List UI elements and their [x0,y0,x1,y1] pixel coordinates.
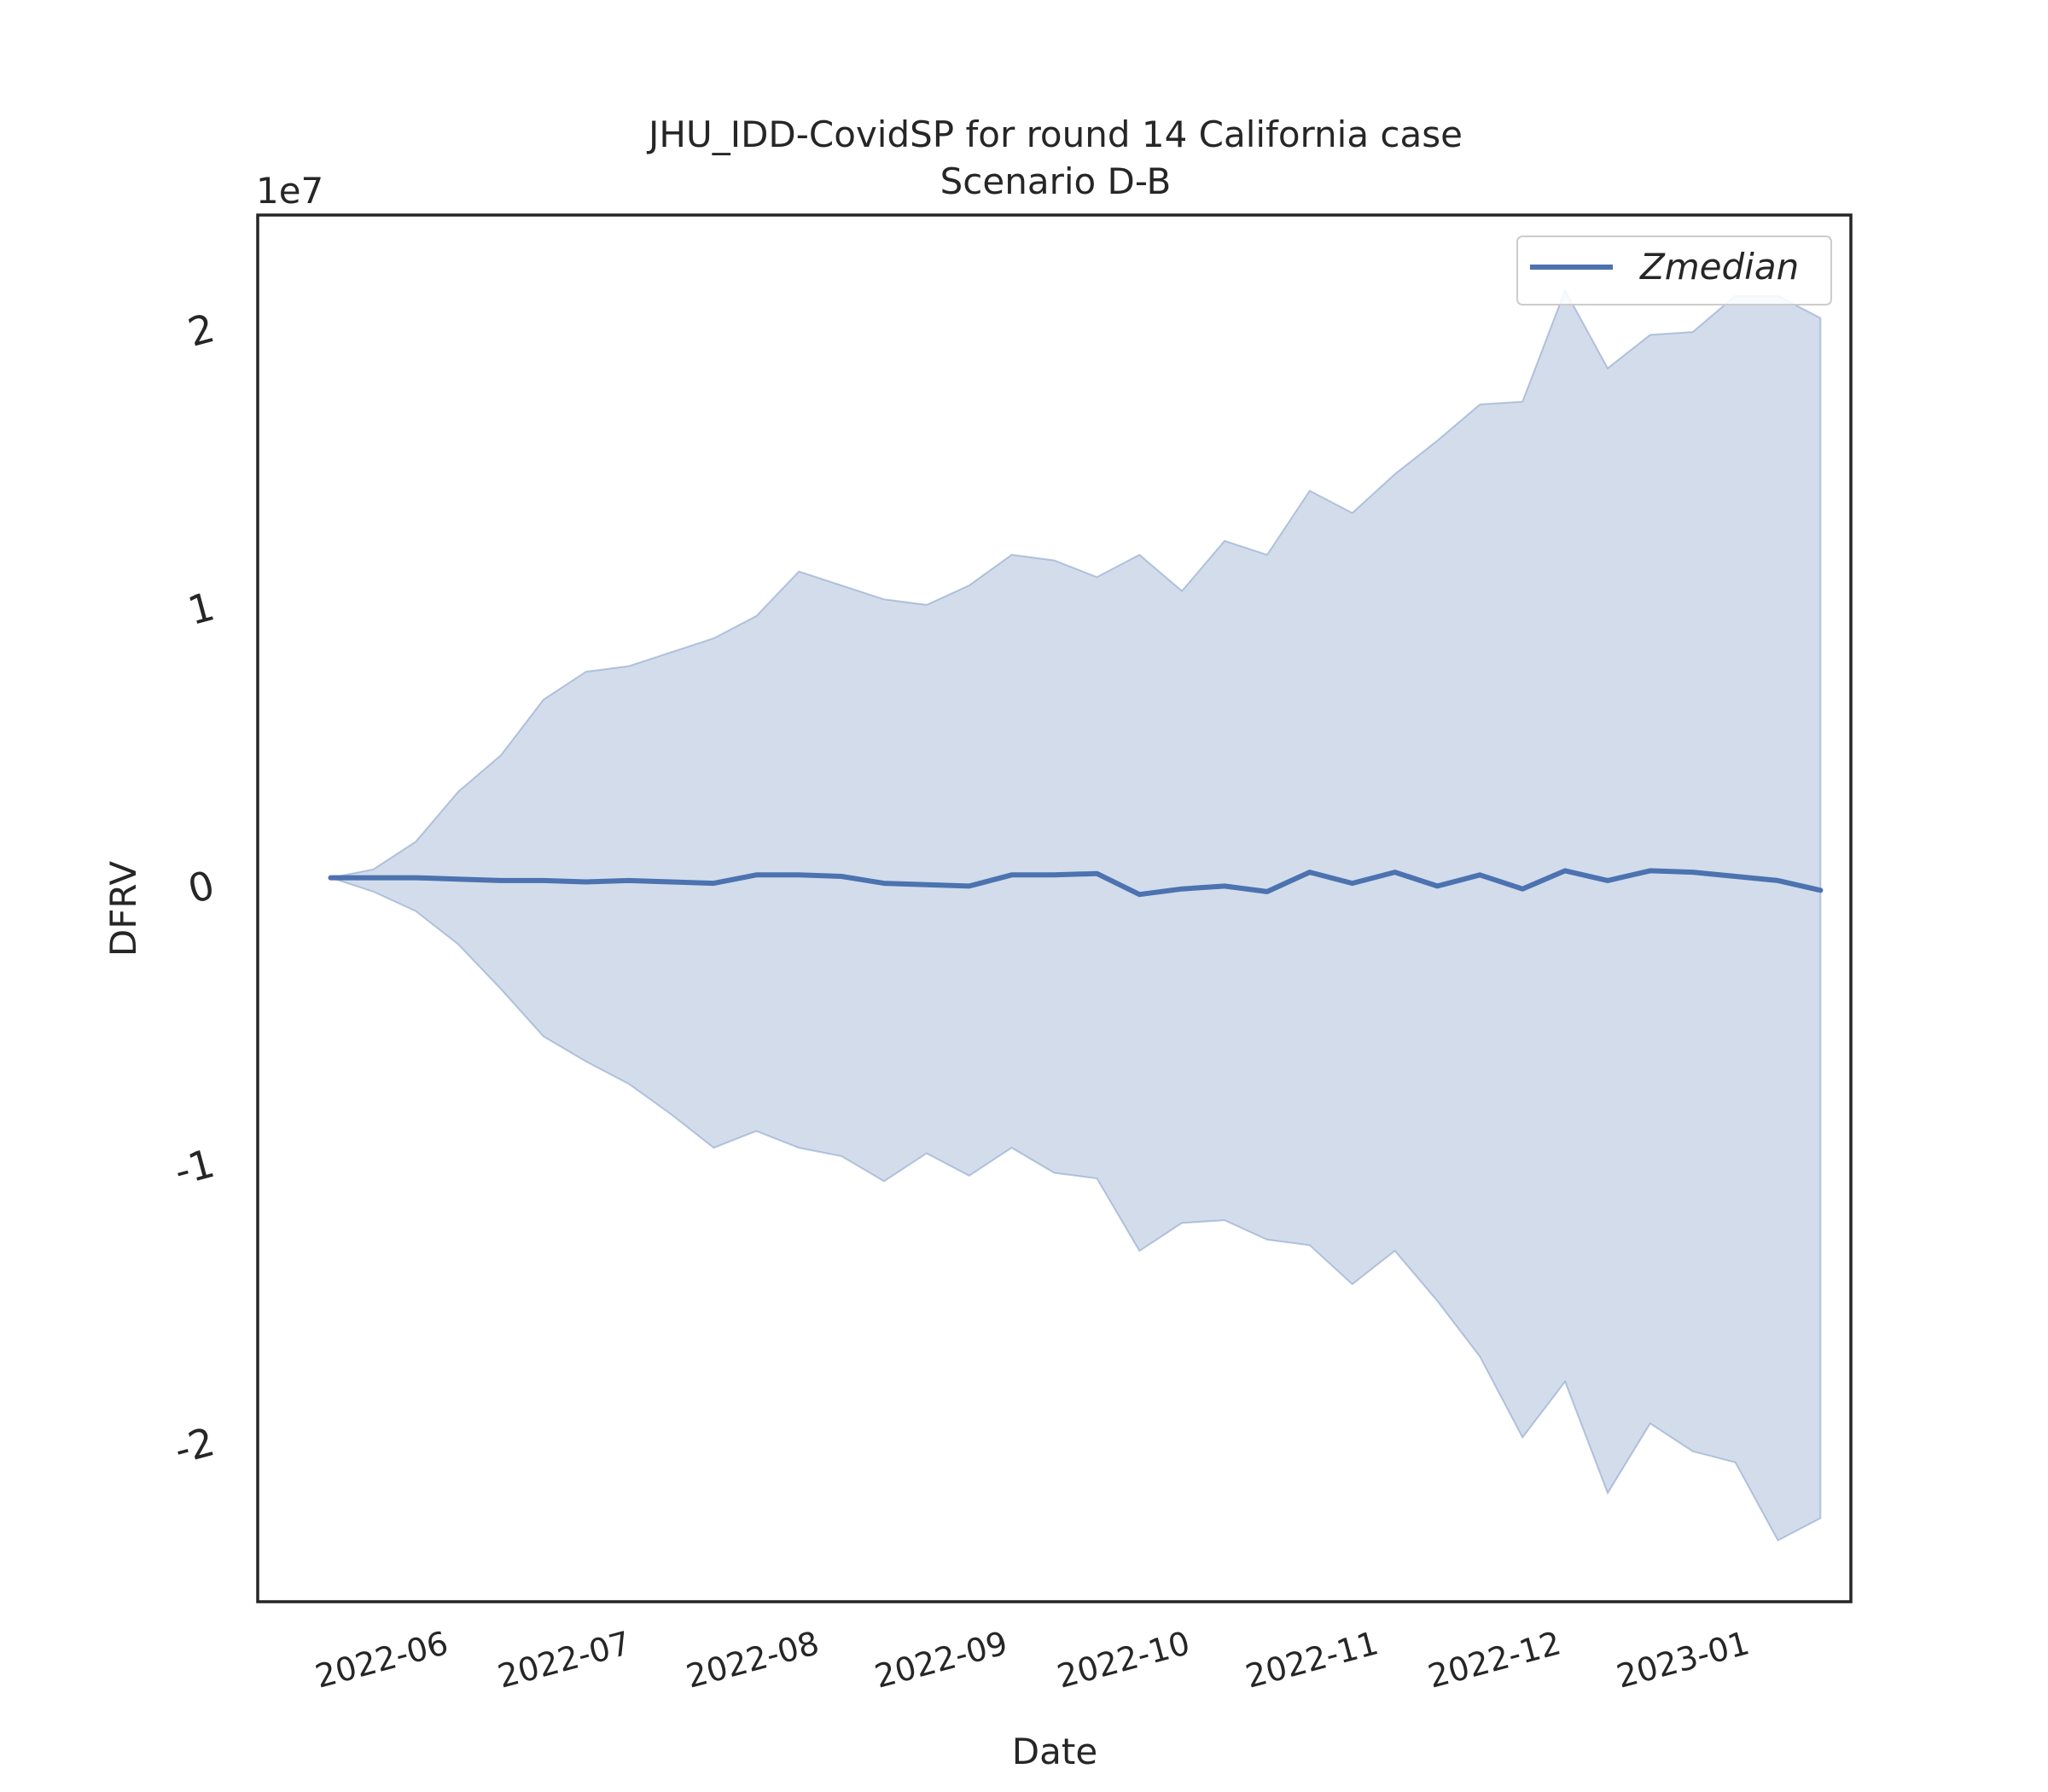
x-tick-label: 2023-01 [1613,1624,1754,1696]
y-tick-label: -2 [170,1418,219,1473]
y-tick-label: 1 [183,583,219,634]
y-scale-label: 1e7 [256,170,323,212]
x-tick-label: 2022-07 [494,1624,635,1696]
x-tick-label: 2022-11 [1242,1624,1382,1696]
confidence-band [327,288,1822,1542]
legend-label-zmedian: Zmedian [1639,246,1799,288]
plot-frame [256,213,1853,1603]
x-tick-label: 2022-08 [683,1624,823,1696]
y-ticks: -2 -1 0 1 2 [170,305,219,1473]
y-axis-label: DFRV [102,861,144,957]
y-tick-label: 2 [183,305,219,356]
x-tick-label: 2022-06 [311,1624,452,1696]
y-tick-label: 0 [183,862,219,913]
x-tick-label: 2022-12 [1424,1624,1565,1696]
x-ticks: 2022-06 2022-07 2022-08 2022-09 2022-10 2022-… [311,1624,1754,1696]
plot-content [327,288,1824,1542]
chart-subtitle: Scenario D-B [940,160,1172,202]
y-tick-label: -1 [170,1140,219,1195]
x-tick-label: 2022-10 [1053,1624,1194,1696]
x-tick-label: 2022-09 [870,1624,1011,1696]
legend: Zmedian [1516,236,1832,305]
x-axis-label: Date [1012,1731,1097,1772]
legend-box [1516,236,1832,305]
series-line-zmedian [328,868,1824,898]
chart-title: JHU_IDD-CovidSP for round 14 California … [646,113,1463,155]
